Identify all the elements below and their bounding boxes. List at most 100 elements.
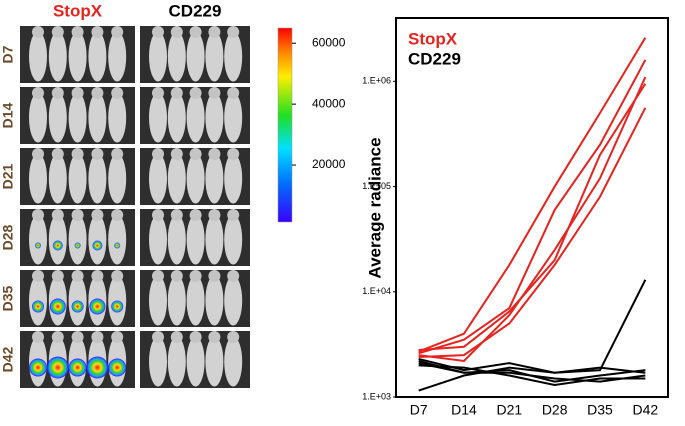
mouse <box>167 31 186 82</box>
mouse-head <box>152 270 164 282</box>
mouse <box>108 92 127 143</box>
mouse-head <box>32 270 44 282</box>
mouse <box>186 336 205 387</box>
y-tick-label: 1.E+03 <box>362 391 391 401</box>
mouse-head <box>91 209 104 221</box>
mouse <box>167 275 186 326</box>
mouse-head <box>208 331 221 343</box>
mouse <box>205 92 224 143</box>
mouse <box>167 153 186 204</box>
line <box>418 76 647 363</box>
mouse-head <box>71 209 84 221</box>
mouse <box>186 214 205 265</box>
mouse-head <box>51 270 64 282</box>
mouse-head <box>227 270 240 282</box>
signal <box>52 240 63 251</box>
mouse <box>108 153 127 204</box>
mouse-head <box>189 209 202 221</box>
mouse <box>88 153 107 204</box>
group-label: StopX <box>53 1 103 20</box>
mouse-head <box>51 87 64 99</box>
line <box>418 59 647 355</box>
signal <box>89 298 106 315</box>
mouse-head <box>32 148 44 160</box>
colorbar-tick-label: 20000 <box>312 157 346 171</box>
mouse <box>167 92 186 143</box>
mouse <box>48 153 67 204</box>
mouse-head <box>152 87 164 99</box>
x-tick-label: D28 <box>542 402 568 418</box>
mouse-head <box>208 87 221 99</box>
row-label: D14 <box>0 102 16 128</box>
row-label: D35 <box>0 285 16 311</box>
legend-entry: CD229 <box>408 49 461 68</box>
mouse <box>186 92 205 143</box>
mouse <box>48 214 67 265</box>
mouse <box>224 92 243 143</box>
mouse <box>186 31 205 82</box>
row-label: D42 <box>0 346 16 372</box>
mouse-head <box>170 148 183 160</box>
legend-entry: StopX <box>408 29 458 48</box>
x-tick-label: D21 <box>496 402 522 418</box>
mouse <box>29 92 47 143</box>
line <box>418 83 647 351</box>
mouse <box>29 214 47 265</box>
signal <box>68 358 87 377</box>
mouse-head <box>111 331 124 343</box>
mouse-head <box>189 87 202 99</box>
signal <box>32 300 44 313</box>
mouse <box>224 31 243 82</box>
mouse-head <box>227 209 240 221</box>
mouse-head <box>91 270 104 282</box>
mouse-head <box>111 270 124 282</box>
mouse <box>224 275 243 326</box>
mouse <box>68 31 87 82</box>
mouse <box>48 31 67 82</box>
mouse <box>205 214 224 265</box>
mouse <box>68 153 87 204</box>
mouse-head <box>71 148 84 160</box>
mouse <box>88 92 107 143</box>
mouse <box>108 31 127 82</box>
mouse-head <box>208 270 221 282</box>
mouse-head <box>189 331 202 343</box>
x-tick-label: D14 <box>451 402 477 418</box>
mouse <box>29 153 47 204</box>
mouse-head <box>32 331 44 343</box>
mouse <box>205 153 224 204</box>
row-label: D28 <box>0 224 16 250</box>
line <box>418 364 646 387</box>
signal <box>46 356 69 379</box>
signal <box>74 242 81 249</box>
x-tick-label: D7 <box>410 402 428 418</box>
signal <box>29 358 47 377</box>
line <box>418 37 647 353</box>
mouse <box>224 214 243 265</box>
mouse <box>167 214 186 265</box>
signal <box>86 356 109 379</box>
mouse-head <box>227 87 240 99</box>
y-tick-label: 1.E+05 <box>362 181 391 191</box>
mouse-head <box>170 270 183 282</box>
mouse-head <box>170 87 183 99</box>
row-label: D21 <box>0 163 16 189</box>
signal <box>111 300 124 313</box>
mouse <box>205 31 224 82</box>
mouse-head <box>51 148 64 160</box>
x-tick-label: D42 <box>632 402 658 418</box>
mouse-head <box>71 270 84 282</box>
mouse-head <box>152 26 164 38</box>
signal <box>92 240 103 251</box>
mouse-head <box>32 209 44 221</box>
y-axis-label: Average radiance <box>365 137 384 278</box>
signal <box>35 242 41 249</box>
signal <box>71 300 84 313</box>
mouse-head <box>170 209 183 221</box>
mouse <box>149 31 167 82</box>
mouse-head <box>170 26 183 38</box>
signal <box>114 242 121 249</box>
mouse-head <box>189 26 202 38</box>
mouse <box>68 92 87 143</box>
